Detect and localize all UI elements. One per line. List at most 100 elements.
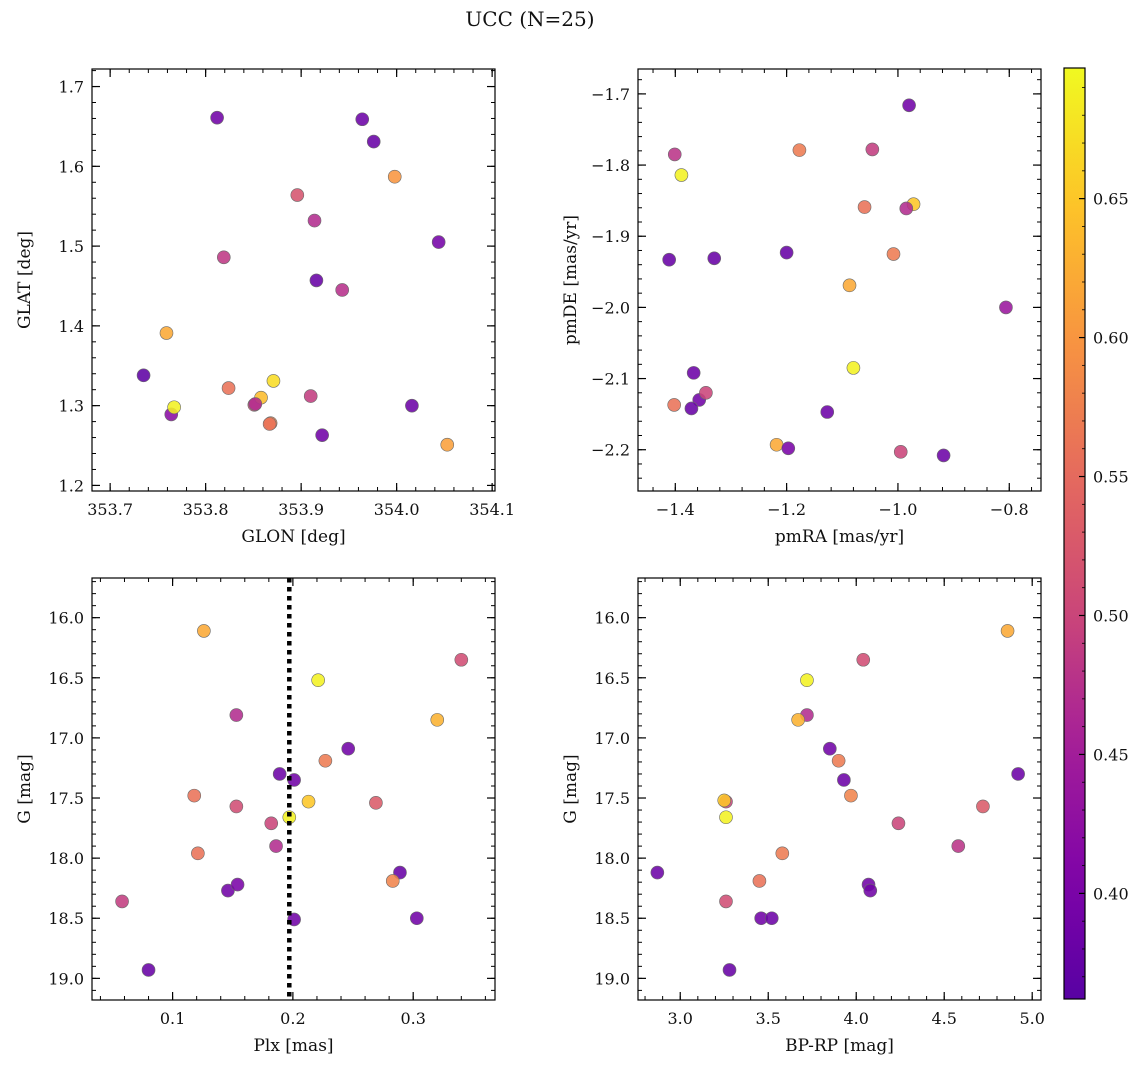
- y-tick-label: 1.5: [59, 237, 84, 256]
- axes-frame: [637, 68, 1042, 492]
- colorbar-tick-label: 0.60: [1093, 329, 1129, 348]
- y-tick-label: −1.7: [591, 85, 630, 104]
- data-point: [229, 708, 244, 722]
- panel-pmra-pmde: −1.4 −1.2 −1.0 −0.8 −2.2 −2.1 −2.0 −1.9 −1.8 −1.7…: [561, 68, 1042, 547]
- colorbar-gradient: [1063, 67, 1086, 1000]
- x-tick-label: 354.0: [374, 500, 420, 519]
- y-tick-label: −2.0: [591, 298, 630, 317]
- data-point: [262, 417, 277, 431]
- data-point: [674, 168, 689, 182]
- data-point: [266, 374, 281, 388]
- data-point: [831, 753, 846, 768]
- y-tick-label: 1.7: [59, 78, 84, 97]
- y-tick-label: −2.1: [591, 370, 630, 389]
- y-tick-label: 19.0: [48, 969, 84, 988]
- data-point: [722, 963, 737, 977]
- x-tick-label: 0.2: [280, 1009, 305, 1028]
- data-point: [856, 652, 871, 667]
- scatter-series: [136, 110, 455, 452]
- data-point: [699, 385, 713, 400]
- data-point: [115, 894, 129, 909]
- x-tick-label: 4.5: [931, 1009, 956, 1028]
- data-point: [823, 741, 837, 756]
- data-point: [405, 398, 419, 413]
- data-point: [440, 437, 455, 452]
- data-point: [837, 773, 851, 787]
- y-tick-label: −2.2: [591, 441, 630, 460]
- data-point: [951, 839, 966, 853]
- x-tick-label: −1.2: [767, 500, 806, 519]
- data-point: [272, 767, 287, 781]
- data-point: [197, 624, 211, 638]
- y-tick-label: 18.5: [594, 909, 630, 928]
- data-point: [269, 839, 283, 853]
- y-tick-label: 16.0: [48, 609, 84, 628]
- data-point: [167, 400, 181, 415]
- colorbar: 0.40 0.45 0.50 0.55 0.60 0.65: [1063, 67, 1129, 1000]
- x-axis-label: Plx [mas]: [253, 1036, 333, 1056]
- data-point: [891, 816, 906, 831]
- data-point: [844, 788, 858, 803]
- x-tick-label: 353.9: [278, 500, 324, 519]
- panel-plx-g: 0.1 0.2 0.3 16.0 16.5 17.0 17.5 18.0 18.5 19.0 Plx…: [15, 577, 496, 1056]
- data-point: [229, 799, 244, 814]
- x-tick-label: −1.0: [879, 500, 918, 519]
- axes-frame: [637, 577, 1042, 1001]
- y-axis-label: G [mag]: [561, 754, 581, 823]
- panel-bprp-g: 3.0 3.5 4.0 4.5 5.0 16.0 16.5 17.0 17.5 18.0 18.5 1…: [561, 577, 1045, 1056]
- data-point: [318, 753, 333, 768]
- figure-title: UCC (N=25): [465, 7, 594, 31]
- data-point: [857, 200, 872, 214]
- y-axis-label: G [mag]: [15, 754, 35, 823]
- data-point: [385, 874, 400, 888]
- data-point: [315, 428, 329, 442]
- data-point: [335, 283, 350, 297]
- data-point: [369, 796, 383, 810]
- data-point: [230, 877, 245, 892]
- data-point: [454, 652, 469, 667]
- data-point: [210, 110, 224, 125]
- y-tick-label: 17.5: [48, 789, 84, 808]
- colorbar-tick-label: 0.65: [1093, 190, 1129, 209]
- data-point: [387, 169, 402, 184]
- data-point: [902, 98, 916, 113]
- data-point: [431, 235, 446, 249]
- data-point: [752, 874, 767, 888]
- data-point: [775, 846, 790, 861]
- y-tick-label: 18.0: [594, 849, 630, 868]
- y-tick-label: 17.0: [594, 729, 630, 748]
- y-tick-label: 1.2: [59, 476, 84, 495]
- y-tick-label: 16.5: [48, 669, 84, 688]
- data-point: [311, 673, 325, 687]
- data-point: [264, 816, 279, 831]
- data-point: [781, 441, 796, 456]
- y-tick-label: 18.5: [48, 909, 84, 928]
- data-point: [187, 788, 202, 803]
- data-point: [303, 389, 318, 403]
- data-point: [976, 799, 990, 814]
- data-point: [650, 865, 665, 880]
- data-point: [936, 448, 951, 463]
- y-tick-label: 17.0: [48, 729, 84, 748]
- y-tick-label: 1.3: [59, 397, 84, 416]
- data-point: [430, 713, 445, 727]
- data-point: [769, 437, 784, 452]
- x-tick-label: 353.7: [87, 500, 133, 519]
- y-axis-label: pmDE [mas/yr]: [561, 215, 581, 345]
- data-point: [662, 252, 676, 267]
- data-point: [136, 368, 151, 383]
- data-point: [719, 810, 733, 825]
- data-point: [863, 883, 878, 898]
- data-point: [307, 213, 322, 228]
- data-point: [301, 794, 316, 809]
- x-tick-label: 5.0: [1019, 1009, 1044, 1028]
- data-point: [366, 134, 381, 149]
- data-point: [667, 398, 681, 412]
- data-point: [248, 397, 263, 411]
- x-tick-label: 3.0: [668, 1009, 693, 1028]
- y-tick-label: 1.4: [59, 317, 84, 336]
- axes-frame: [91, 68, 496, 492]
- data-point: [410, 911, 424, 926]
- y-tick-label: −1.9: [591, 227, 630, 246]
- colorbar-tick-label: 0.55: [1093, 468, 1129, 487]
